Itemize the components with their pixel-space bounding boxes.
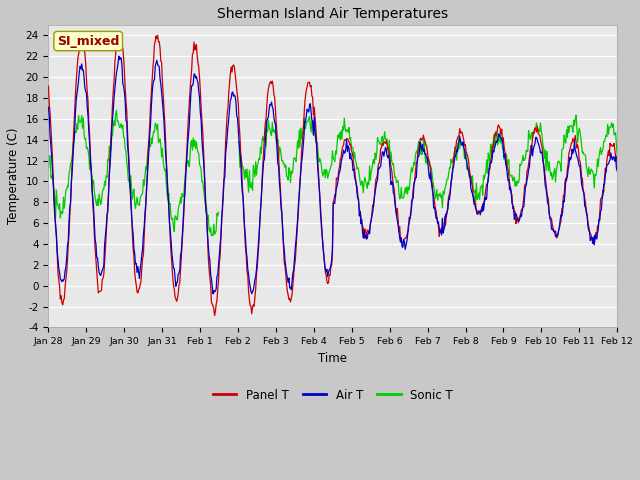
Y-axis label: Temperature (C): Temperature (C) (7, 128, 20, 225)
Legend: Panel T, Air T, Sonic T: Panel T, Air T, Sonic T (208, 384, 458, 406)
X-axis label: Time: Time (318, 352, 348, 365)
Title: Sherman Island Air Temperatures: Sherman Island Air Temperatures (217, 7, 449, 21)
Text: SI_mixed: SI_mixed (57, 35, 120, 48)
